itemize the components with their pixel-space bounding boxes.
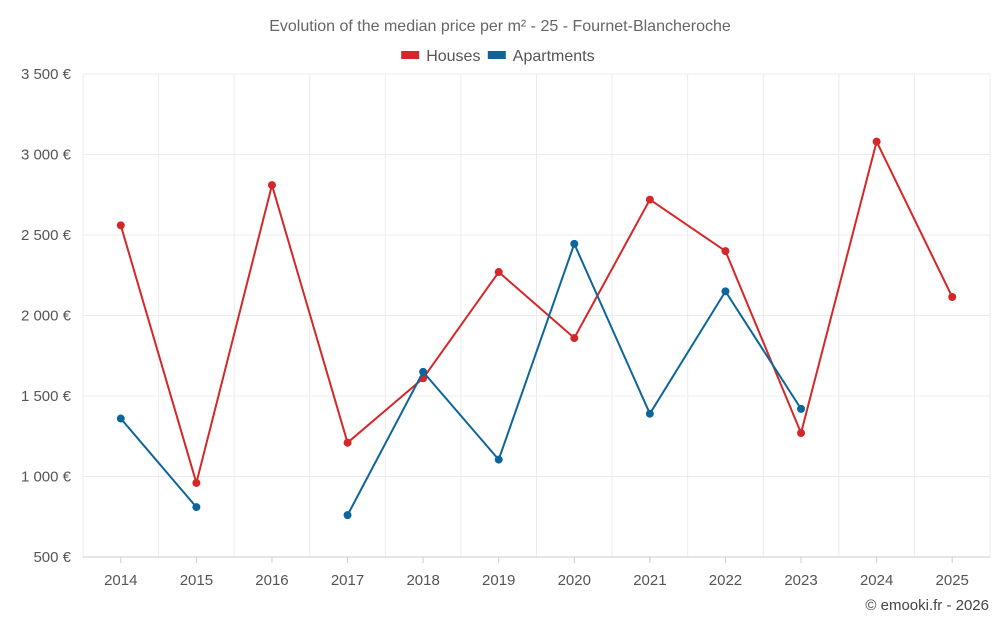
legend-item-houses[interactable]: Houses (401, 48, 480, 65)
houses-point (797, 429, 806, 438)
apartments-point (419, 367, 428, 376)
y-tick-label: 1 500 € (21, 388, 72, 405)
x-tick-label: 2015 (180, 572, 213, 589)
copyright-footer: © emooki.fr - 2026 (865, 597, 989, 614)
legend-swatch (487, 51, 506, 59)
grid (82, 73, 991, 557)
houses-point (192, 478, 201, 487)
series-group (116, 137, 957, 520)
houses-point (494, 268, 503, 277)
apartments-point (570, 239, 579, 248)
x-tick-label: 2016 (255, 572, 288, 589)
houses-point (721, 247, 730, 256)
y-tick-label: 1 000 € (21, 469, 72, 486)
x-tick-label: 2018 (406, 572, 439, 589)
x-axis: 2014 2015 2016 2017 2018 2019 2020 2021 2022 2023… (83, 556, 990, 589)
x-tick-label: 2017 (331, 572, 364, 589)
legend-item-apartments[interactable]: Apartments (487, 48, 595, 65)
apartments-point (343, 511, 352, 520)
apartments-line (346, 242, 802, 516)
x-tick-label: 2020 (558, 572, 591, 589)
y-tick-label: 3 500 € (21, 66, 72, 83)
legend: Houses Apartments (401, 48, 595, 65)
x-tick-label: 2023 (784, 572, 817, 589)
houses-line (119, 140, 954, 484)
y-tick-label: 3 000 € (21, 147, 72, 164)
legend-label: Apartments (513, 48, 595, 65)
apartments-point (721, 287, 730, 296)
y-tick-label: 500 € (33, 549, 71, 566)
x-tick-label: 2014 (104, 572, 137, 589)
houses-point (948, 292, 957, 301)
y-tick-label: 2 500 € (21, 227, 72, 244)
apartments-point (192, 503, 201, 512)
y-axis: 500 € 1 000 € 1 500 € 2 000 € 2 500 € 3 000 €… (21, 66, 72, 566)
x-tick-label: 2021 (633, 572, 666, 589)
houses-point (267, 181, 276, 190)
x-tick-label: 2022 (709, 572, 742, 589)
x-tick-label: 2024 (860, 572, 893, 589)
x-tick-label: 2025 (936, 572, 969, 589)
houses-point (872, 137, 881, 146)
legend-swatch (401, 51, 420, 59)
x-tick-label: 2019 (482, 572, 515, 589)
legend-label: Houses (426, 48, 480, 65)
chart-title: Evolution of the median price per m² - 2… (269, 18, 731, 35)
houses-point (645, 195, 654, 204)
houses-point (116, 221, 125, 230)
apartments-line (120, 417, 198, 508)
apartments-point (494, 455, 503, 464)
houses-point (343, 438, 352, 447)
apartments-point (116, 414, 125, 423)
houses-point (570, 334, 579, 343)
apartments-point (645, 409, 654, 418)
apartments-point (797, 404, 806, 413)
y-tick-label: 2 000 € (21, 308, 72, 325)
